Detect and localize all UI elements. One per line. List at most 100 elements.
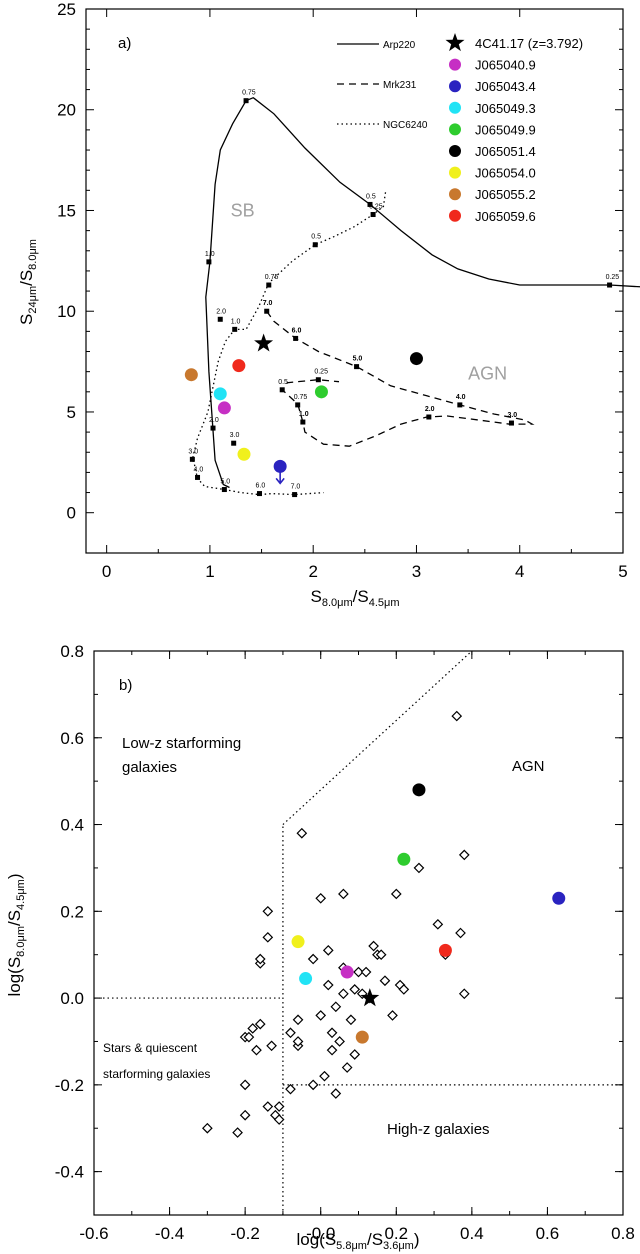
- panel-b-ticks: -0.6 -0.4 -0.2 -0.0 0.2 0.4 0.6 0.8 -0.4 -0.2 0.0 0…: [55, 642, 635, 1243]
- redshift-marker-label: 4.0: [456, 394, 466, 401]
- y-tick-label-15: 15: [57, 201, 76, 220]
- panel-b: -0.6 -0.4 -0.2 -0.0 0.2 0.4 0.6 0.8 -0.4 -0.2 0.0 0…: [5, 642, 635, 1252]
- region-label-agn-b: AGN: [512, 758, 545, 775]
- redshift-marker: [292, 492, 298, 498]
- source-point-j065049.3: [213, 387, 227, 401]
- x-tick-label: 0.8: [611, 1224, 635, 1243]
- y-tick-label: 0.2: [60, 902, 84, 921]
- redshift-marker-label: 1.0: [231, 318, 241, 325]
- legend-label-j065040.9: J065040.9: [475, 58, 536, 73]
- redshift-marker: [243, 98, 249, 104]
- panel-b-boundaries: [94, 650, 623, 1215]
- x-tick-label: -0.6: [79, 1224, 108, 1243]
- comparison-diamond: [239, 1079, 251, 1091]
- legend-label-arp220: Arp220: [383, 40, 416, 51]
- comparison-diamond: [285, 1083, 296, 1095]
- redshift-marker: [266, 282, 272, 288]
- redshift-marker-label: 0.75: [242, 90, 256, 97]
- source-point-j065040.9: [217, 401, 231, 415]
- comparison-diamond: [307, 953, 319, 965]
- redshift-marker-label: 3.0: [507, 412, 517, 419]
- comparison-diamond: [285, 1027, 296, 1039]
- comparison-diamond: [390, 888, 402, 900]
- template-curve-ngc6240: [191, 192, 387, 496]
- x-tick-label: 0.6: [536, 1224, 560, 1243]
- panel-b-y-axis-label: log(S8.0μm/S4.5μm): [5, 873, 27, 996]
- legend-marker-j065055.2: [449, 188, 461, 201]
- redshift-marker: [312, 242, 318, 248]
- x-tick-label-0: 0: [102, 562, 111, 581]
- comparison-diamond: [326, 1044, 338, 1056]
- source-point-j065059.6: [232, 359, 246, 373]
- y-tick-label-10: 10: [57, 302, 76, 321]
- redshift-marker: [426, 414, 432, 420]
- comparison-diamond: [315, 892, 327, 904]
- redshift-marker: [367, 201, 373, 207]
- redshift-marker-label: 0.5: [366, 193, 376, 200]
- legend-label-j065054.0: J065054.0: [475, 166, 536, 181]
- redshift-marker: [189, 456, 195, 462]
- panel-a-x-axis-label: S8.0μm/S4.5μm: [311, 587, 400, 609]
- legend-marker-j065054.0: [449, 166, 461, 179]
- comparison-diamond: [398, 984, 410, 995]
- redshift-marker: [295, 402, 301, 408]
- source-point-j065049.3: [299, 972, 313, 986]
- legend-marker-j065049.9: [449, 123, 461, 136]
- x-tick-label-4: 4: [515, 562, 524, 581]
- redshift-marker-label: 0.25: [369, 204, 383, 211]
- legend-label-j065049.3: J065049.3: [475, 101, 536, 116]
- comparison-diamond: [262, 931, 274, 943]
- panel-a-y-axis-label: S24μm/S8.0μm: [17, 239, 39, 325]
- comparison-diamond: [455, 927, 466, 939]
- redshift-marker-label: 4.0: [194, 466, 204, 473]
- legend-marker-star: [445, 33, 465, 52]
- comparison-diamond: [360, 966, 372, 978]
- redshift-marker: [217, 316, 223, 322]
- redshift-marker: [210, 425, 216, 431]
- redshift-marker: [206, 259, 212, 265]
- legend-marker-j065049.3: [449, 101, 461, 114]
- comparison-diamond: [451, 710, 463, 722]
- source-point-j065055.2: [355, 1030, 369, 1044]
- region-label-sb: SB: [231, 201, 255, 221]
- redshift-marker-label: 5.0: [353, 356, 363, 363]
- redshift-marker: [231, 440, 237, 446]
- comparison-diamond: [266, 1040, 277, 1052]
- comparison-diamond: [247, 1023, 259, 1034]
- y-tick-label: 0.6: [60, 729, 84, 748]
- legend-marker-j065051.4: [449, 145, 461, 157]
- redshift-marker-label: 0.75: [265, 274, 279, 281]
- legend-label-mrk231: Mrk231: [383, 80, 417, 91]
- redshift-marker-label: 0.75: [294, 394, 308, 401]
- redshift-marker: [232, 326, 238, 332]
- redshift-marker: [354, 364, 360, 370]
- comparison-diamond: [319, 1070, 330, 1082]
- redshift-marker-label: 0.25: [606, 274, 620, 281]
- redshift-marker-label: 2.0: [216, 308, 226, 315]
- legend-marker-j065059.6: [449, 209, 461, 222]
- comparison-diamond: [232, 1127, 243, 1138]
- panel-a-frame: [85, 8, 624, 554]
- legend-marker-j065043.4: [449, 80, 461, 93]
- redshift-marker: [256, 491, 262, 497]
- comparison-diamond: [458, 988, 470, 1000]
- redshift-marker: [195, 474, 201, 480]
- redshift-marker-label: 0.25: [314, 369, 328, 376]
- region-boundary: [282, 650, 473, 825]
- y-tick-label: 0.8: [60, 642, 84, 661]
- region-label-agn: AGN: [468, 364, 507, 384]
- comparison-diamond: [338, 988, 349, 1000]
- comparison-diamond: [239, 1109, 251, 1121]
- comparison-diamond: [262, 905, 274, 917]
- source-point-j065054.0: [237, 447, 251, 461]
- source-point-j065049.9: [397, 852, 411, 866]
- redshift-marker: [300, 419, 306, 425]
- legend-label-4c41.17 (z=3.792): 4C41.17 (z=3.792): [475, 36, 583, 51]
- comparison-diamond: [296, 827, 308, 839]
- redshift-marker-label: 6.0: [255, 483, 265, 490]
- comparison-diamond: [307, 1079, 319, 1091]
- comparison-diamond: [349, 984, 361, 995]
- panel-a-legend: Arp220 Mrk231 NGC6240 4C41.17 (z=3.792) J065…: [337, 33, 583, 224]
- legend-label-j065059.6: J065059.6: [475, 209, 536, 224]
- comparison-diamond: [243, 1031, 255, 1043]
